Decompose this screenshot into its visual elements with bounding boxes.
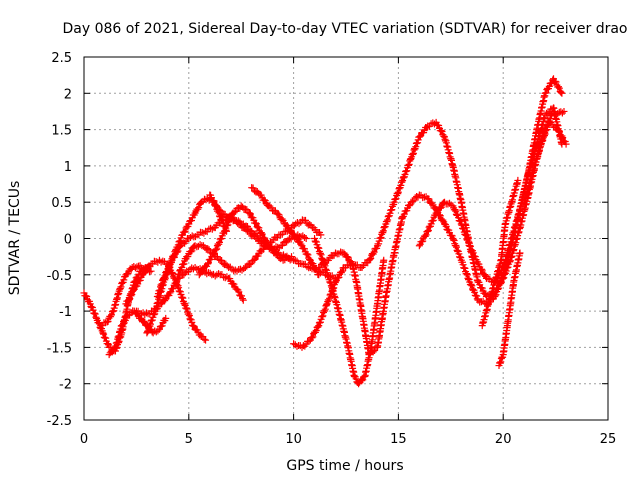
y-tick-label: -1.5 bbox=[47, 341, 72, 356]
x-tick-label: 25 bbox=[600, 432, 617, 447]
series-sat-track-2 bbox=[97, 262, 155, 330]
series-marker-trail bbox=[496, 250, 524, 367]
y-axis-title: SDTVAR / TECUs bbox=[7, 181, 23, 296]
series-sat-track-16 bbox=[478, 176, 522, 330]
y-tick-label: 2.5 bbox=[51, 51, 72, 66]
series-sat-track-15 bbox=[415, 104, 566, 286]
y-tick-label: 0.5 bbox=[51, 196, 72, 211]
y-tick-label: 0 bbox=[64, 233, 72, 248]
series-marker-trail bbox=[134, 264, 246, 318]
series-marker-trail bbox=[521, 119, 569, 204]
chart-title: Day 086 of 2021, Sidereal Day-to-day VTE… bbox=[62, 21, 627, 37]
y-tick-label: -1 bbox=[59, 305, 72, 320]
series-marker-trail bbox=[479, 179, 521, 327]
series-marker-trail bbox=[249, 184, 322, 278]
data-point bbox=[239, 296, 247, 304]
y-tick-label: -2.5 bbox=[47, 414, 72, 429]
data-series bbox=[80, 75, 570, 388]
series-sat-track-18 bbox=[520, 118, 570, 206]
axis-ticks: 0 5 10 15 20 25 -2.5 -2 -1.5 -1 -0.5 0 0.5 1 1.5 2 2.5 bbox=[47, 51, 617, 447]
series-sat-track-3 bbox=[105, 307, 170, 359]
x-axis-title: GPS time / hours bbox=[286, 458, 403, 474]
x-tick-label: 0 bbox=[80, 432, 88, 447]
series-marker-trail bbox=[416, 104, 565, 286]
x-tick-label: 15 bbox=[390, 432, 407, 447]
x-tick-label: 20 bbox=[495, 432, 512, 447]
series-marker-trail bbox=[98, 262, 153, 329]
y-tick-label: 1 bbox=[64, 160, 72, 175]
series-sat-track-17 bbox=[495, 249, 524, 370]
data-point bbox=[202, 336, 210, 344]
y-tick-label: 1.5 bbox=[51, 124, 72, 139]
x-tick-label: 10 bbox=[285, 432, 302, 447]
y-tick-label: 2 bbox=[64, 87, 72, 102]
y-tick-label: -2 bbox=[59, 378, 72, 393]
data-point bbox=[174, 271, 182, 279]
series-marker-trail bbox=[207, 191, 338, 282]
y-tick-label: -0.5 bbox=[47, 269, 72, 284]
data-point bbox=[415, 242, 423, 250]
series-sat-track-11 bbox=[248, 184, 323, 279]
data-point bbox=[195, 271, 203, 279]
data-point bbox=[204, 195, 212, 203]
x-tick-label: 5 bbox=[185, 432, 193, 447]
